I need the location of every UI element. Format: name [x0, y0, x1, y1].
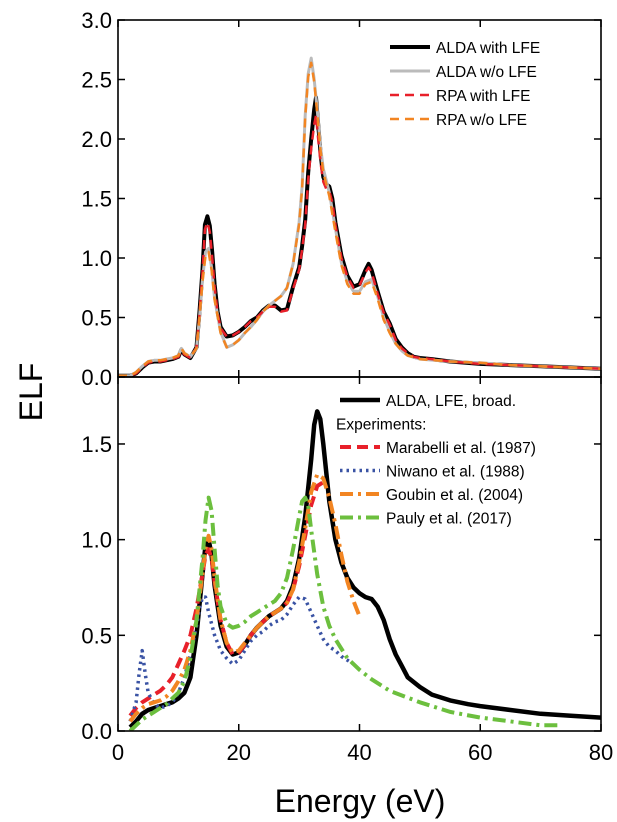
legend-label: RPA with LFE [436, 88, 530, 105]
series-group [128, 409, 601, 731]
legend-label: ALDA with LFE [436, 40, 540, 57]
legend-label: Niwano et al. (1988) [386, 464, 525, 481]
legend-label: RPA w/o LFE [436, 112, 527, 129]
y-axis-title: ELF [13, 363, 49, 422]
series-line-1-4 [128, 495, 559, 731]
x-tick-label: 40 [347, 740, 371, 765]
legend-label: ALDA w/o LFE [436, 64, 537, 81]
y-tick-label: 0.0 [81, 365, 112, 390]
y-tick-label: 2.0 [81, 127, 112, 152]
series-group [118, 56, 601, 377]
x-tick-label: 20 [227, 740, 251, 765]
legend-label: Pauly et al. (2017) [386, 511, 512, 528]
series-line-1-2 [128, 595, 355, 722]
legend-label: Marabelli et al. (1987) [386, 440, 536, 457]
y-tick-label: 0.0 [81, 719, 112, 744]
y-tick-label: 2.5 [81, 68, 112, 93]
series-line-1-1 [128, 480, 325, 717]
x-tick-label: 0 [112, 740, 124, 765]
legend-label: Goubin et al. (2004) [386, 487, 523, 504]
legend-0: ALDA with LFE ALDA w/o LFE RPA with LFE RPA… [390, 40, 540, 129]
x-tick-label: 80 [589, 740, 613, 765]
y-tick-label: 1.0 [81, 246, 112, 271]
legend-header: Experiments: [336, 417, 426, 434]
legend-label: ALDA, LFE, broad. [386, 393, 516, 410]
y-tick-label: 3.0 [81, 8, 112, 33]
series-line-0-3 [118, 61, 601, 377]
y-tick-label: 0.5 [81, 623, 112, 648]
series-line-0-0 [118, 95, 601, 377]
series-line-1-3 [128, 472, 362, 723]
y-tick-label: 1.5 [81, 187, 112, 212]
y-tick-label: 0.5 [81, 306, 112, 331]
series-line-0-2 [118, 113, 601, 377]
x-tick-label: 60 [468, 740, 492, 765]
x-axis-title: Energy (eV) [275, 783, 446, 819]
y-tick-label: 1.5 [81, 432, 112, 457]
legend-1: ALDA, LFE, broad. Experiments: Marabelli e… [336, 393, 536, 528]
y-tick-label: 1.0 [81, 528, 112, 553]
series-line-0-1 [118, 56, 601, 377]
panel-bottom: 0.0 0.5 1.0 1.5 0 20 40 60 80 ALDA, LFE, broad. Ex… [81, 376, 613, 765]
